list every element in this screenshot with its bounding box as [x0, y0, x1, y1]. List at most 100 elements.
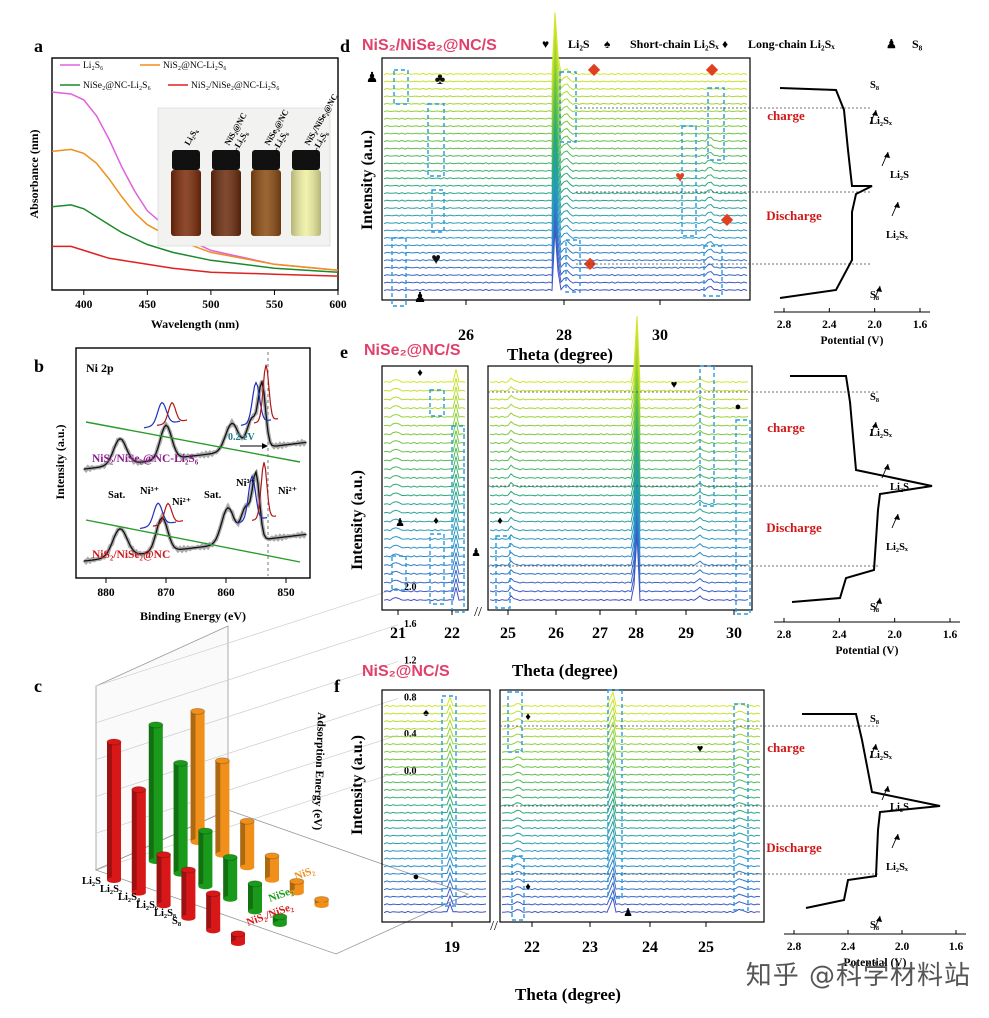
panel-a-xtick-label: 400	[75, 299, 93, 311]
e-traces-trace	[489, 333, 749, 401]
panel-b-peak-sat1: Sat.	[108, 490, 126, 501]
profile-axis-tick-label: 2.0	[895, 941, 910, 953]
panel-b-xticks: 880 870 860 850	[97, 578, 295, 599]
panel-f-axis-break: //	[490, 919, 498, 934]
profile-annotation: Li₂S	[890, 170, 909, 181]
f-traces-trace	[501, 698, 761, 715]
profile-annotation: Li₂S	[890, 482, 909, 493]
f-traces-trace	[501, 888, 761, 906]
panel-c-bar-base	[107, 877, 121, 883]
dashed-box	[391, 555, 407, 591]
dashed-box	[511, 855, 525, 921]
panel-c-bar-top	[131, 786, 147, 794]
profile-axis-tick-label: 1.6	[949, 941, 964, 953]
panel-c-bar-shade	[206, 893, 212, 931]
f-traces-trace	[501, 728, 761, 746]
panel-d-legend-label: S₈	[912, 37, 923, 51]
panel-b-shift-arrowhead	[262, 443, 268, 449]
panel-c-bar-base	[223, 895, 238, 902]
panel-a-xtick-label: 500	[202, 299, 220, 311]
panel-d-legend-label: Li₂S	[568, 37, 590, 51]
panel-c-bar-shade	[240, 821, 246, 868]
profile-annotation: S₈	[870, 290, 879, 301]
f-traces-trace	[383, 734, 486, 746]
panel-c-category-label: Li₂S₈	[154, 908, 176, 919]
f-traces-trace	[383, 779, 487, 792]
e-traces-trace	[383, 543, 466, 558]
panel-c-bar	[223, 857, 238, 899]
f-traces-trace	[501, 873, 761, 891]
e-traces-trace	[383, 439, 466, 453]
panel-a-ylabel: Absorbance (nm)	[27, 129, 41, 218]
dashed-box	[681, 125, 697, 237]
marker-s8: ♟	[366, 71, 379, 86]
panel-c-gridline	[95, 698, 399, 797]
e-traces-trace	[489, 472, 749, 541]
f-traces-trace	[501, 835, 761, 853]
profile-arrowhead	[894, 202, 900, 208]
panel-c-bar-top	[314, 895, 330, 903]
panel-c-label: c	[34, 676, 42, 696]
panel-c-category-label: S₈	[172, 916, 181, 927]
panel-e-marker: ♟	[471, 547, 481, 559]
panel-e: e NiSe₂@NC/S ♦♦ ♦♥●♟♟ 21 22 25 26 27 28 29 30// …	[340, 316, 753, 680]
dashed-box	[559, 71, 577, 143]
f-traces-trace	[383, 818, 487, 830]
panel-b-comp-ni2-top	[156, 401, 188, 426]
profile-discharge-label: Discharge	[766, 208, 822, 223]
panel-e-xlabel: Theta (degree)	[512, 661, 618, 680]
e-traces-trace	[489, 394, 749, 462]
d-traces-trace	[383, 176, 748, 240]
panel-c-bar-shade	[181, 869, 187, 918]
profile-arrowhead	[876, 598, 882, 604]
f-traces-trace	[501, 690, 761, 708]
panel-c-ztick-label: 2.0	[404, 582, 417, 593]
vial-cap-2	[252, 150, 280, 170]
marker-diam: ◆	[588, 61, 601, 78]
panel-f: f NiS₂@NC/S ♠ ♦ ● ♦ ♥ ♟ 19 22 23 24 25 // Theta (d…	[334, 663, 765, 1004]
profile-annotation: Li₂Sₓ	[870, 428, 893, 439]
f-traces-trace	[383, 810, 487, 822]
panel-c-bar-top	[205, 890, 221, 898]
e-traces-trace	[489, 359, 749, 427]
d-traces-trace	[383, 124, 748, 187]
panel-b-label: b	[34, 356, 44, 376]
e-traces-trace	[489, 446, 749, 514]
panel-e-marker: ♟	[395, 517, 405, 529]
d-traces-trace	[383, 109, 748, 172]
marker-heart: ♥	[431, 251, 441, 268]
e-traces-trace	[489, 455, 749, 523]
panel-b-title: Ni 2p	[86, 361, 114, 375]
panel-c-bar-shade	[265, 855, 270, 880]
panel-b-ylabel: Intensity (a.u.)	[53, 424, 67, 499]
profile-arrowhead	[872, 110, 878, 116]
panel-c-bar	[215, 760, 230, 855]
dashed-box	[391, 237, 407, 307]
panel-c-gridline	[95, 734, 399, 834]
panel-c-bar-base	[248, 908, 262, 915]
profile-annotation: Li₂Sₓ	[870, 116, 893, 127]
f-traces-trace	[383, 757, 487, 769]
marker-club: ♣	[435, 71, 446, 88]
dashed-box	[703, 245, 723, 297]
dashed-box	[707, 87, 725, 161]
panel-e-xtick-label: 30	[726, 625, 742, 642]
panel-a-series-2	[51, 204, 339, 273]
e-traces-trace	[489, 403, 749, 471]
dashed-box	[451, 425, 465, 613]
panel-d-potential-profile: 2.8 2.4 2.0 1.6 Potential (V) charge Discharge…	[576, 80, 930, 347]
profile-arrowhead	[884, 786, 890, 792]
panel-e-xtick-label: 25	[500, 625, 516, 642]
f-traces-trace	[383, 787, 487, 799]
profile-annotation: S₈	[870, 920, 879, 931]
panel-c-bar-top	[239, 817, 255, 825]
panel-c-bar-shade	[107, 742, 112, 880]
panel-e-ylabel: Intensity (a.u.)	[349, 470, 366, 570]
profile-arrowhead	[876, 916, 882, 922]
e-traces-trace	[489, 350, 749, 419]
panel-c-bar-shade	[231, 933, 236, 943]
panel-c-bar-top	[148, 721, 164, 729]
panel-f-marker: ♦	[525, 881, 531, 893]
panel-c-bar	[173, 763, 188, 874]
profile-annotation: S₈	[870, 714, 879, 725]
